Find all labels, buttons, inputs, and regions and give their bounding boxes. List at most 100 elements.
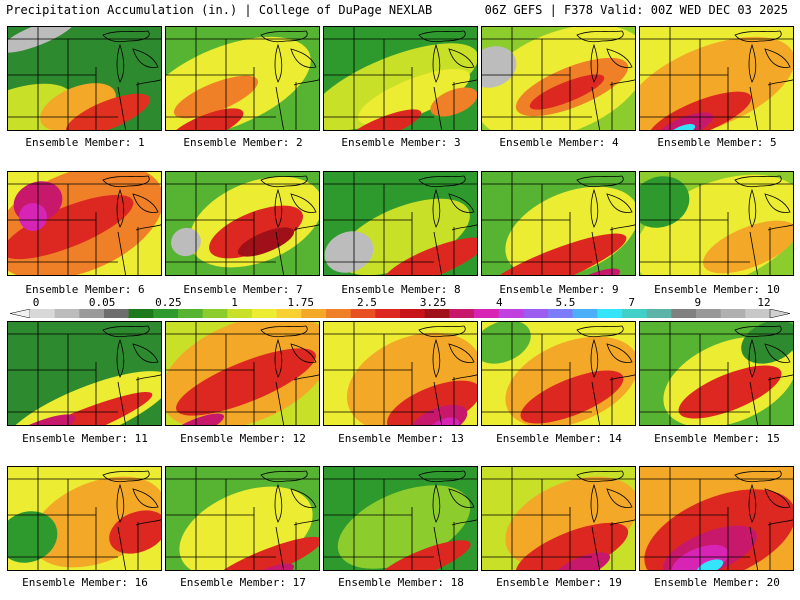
precip-map xyxy=(640,322,793,425)
precip-map xyxy=(324,467,477,570)
legend-swatch xyxy=(646,309,672,318)
ensemble-member-label: Ensemble Member: 3 xyxy=(341,136,461,149)
precip-band xyxy=(668,124,696,130)
ensemble-member-label: Ensemble Member: 11 xyxy=(22,432,148,445)
precip-map xyxy=(482,172,635,275)
great-lakes-outline xyxy=(102,325,161,381)
legend-tick-label: 7 xyxy=(628,296,635,309)
ensemble-member-label: Ensemble Member: 19 xyxy=(496,576,622,589)
ensemble-panel-1 xyxy=(7,26,162,131)
precip-band xyxy=(529,74,605,110)
ensemble-panel-10 xyxy=(639,171,794,276)
precip-band xyxy=(387,380,477,425)
precip-band xyxy=(357,69,471,125)
precip-map xyxy=(324,172,477,275)
great-lakes-outline xyxy=(576,175,635,231)
precip-band xyxy=(176,348,316,416)
precip-band xyxy=(237,227,295,257)
legend-swatch xyxy=(104,309,130,318)
state-borders xyxy=(640,322,793,425)
ensemble-panel-14 xyxy=(481,321,636,426)
precip-map xyxy=(324,322,477,425)
ensemble-panel-17 xyxy=(165,466,320,571)
state-borders xyxy=(324,467,477,570)
state-borders xyxy=(166,172,319,275)
state-borders xyxy=(482,27,635,130)
page-title: Precipitation Accumulation (in.) | Colle… xyxy=(6,3,433,17)
great-lakes-outline xyxy=(734,30,793,86)
precip-band xyxy=(377,540,471,570)
legend-swatch xyxy=(202,309,228,318)
ensemble-member-label: Ensemble Member: 8 xyxy=(341,283,461,296)
legend-swatch xyxy=(153,309,179,318)
state-borders xyxy=(640,467,793,570)
precip-band xyxy=(678,365,782,419)
precip-band xyxy=(171,227,201,257)
ensemble-panel-19 xyxy=(481,466,636,571)
great-lakes-outline xyxy=(102,175,161,231)
ensemble-panel-9 xyxy=(481,171,636,276)
precip-band xyxy=(640,36,793,130)
legend-swatch xyxy=(523,309,549,318)
legend-swatch xyxy=(572,309,598,318)
ensemble-panel-13 xyxy=(323,321,478,426)
legend-swatch xyxy=(375,309,401,318)
legend-tick-label: 0.05 xyxy=(88,296,116,309)
legend-swatch xyxy=(252,309,278,318)
precip-map xyxy=(482,27,635,130)
precip-band xyxy=(8,83,74,130)
precip-band xyxy=(640,176,690,228)
legend-swatch xyxy=(79,309,105,318)
ensemble-member-label: Ensemble Member: 5 xyxy=(657,136,777,149)
ensemble-panel-12 xyxy=(165,321,320,426)
precip-map xyxy=(166,27,319,130)
ensemble-panel-20 xyxy=(639,466,794,571)
legend-color-bar xyxy=(10,309,790,318)
precip-map xyxy=(8,467,161,570)
legend-swatch xyxy=(720,309,746,318)
state-borders xyxy=(640,27,793,130)
precip-map xyxy=(8,172,161,275)
precip-band xyxy=(8,511,58,563)
ensemble-panel-18 xyxy=(323,466,478,571)
precip-band xyxy=(65,93,151,130)
legend-tick-label: 1.75 xyxy=(287,296,314,309)
legend-swatch xyxy=(424,309,450,318)
ensemble-member-label: Ensemble Member: 18 xyxy=(338,576,464,589)
great-lakes-outline xyxy=(102,30,161,86)
precip-map xyxy=(324,27,477,130)
precip-band xyxy=(210,536,319,570)
precip-map xyxy=(166,172,319,275)
ensemble-member-label: Ensemble Member: 4 xyxy=(499,136,619,149)
precip-map xyxy=(482,322,635,425)
great-lakes-outline xyxy=(576,325,635,381)
ensemble-member-label: Ensemble Member: 9 xyxy=(499,283,619,296)
ensemble-member-label: Ensemble Member: 20 xyxy=(654,576,780,589)
precip-band xyxy=(553,552,611,570)
legend-swatch xyxy=(696,309,722,318)
legend-swatch xyxy=(227,309,253,318)
state-borders xyxy=(482,467,635,570)
ensemble-member-label: Ensemble Member: 14 xyxy=(496,432,622,445)
precip-band xyxy=(173,75,259,119)
legend-tick-label: 12 xyxy=(757,296,771,309)
precip-map xyxy=(482,467,635,570)
great-lakes-outline xyxy=(260,325,319,381)
ensemble-panel-6 xyxy=(7,171,162,276)
state-borders xyxy=(166,467,319,570)
great-lakes-outline xyxy=(576,470,635,526)
state-borders xyxy=(640,172,793,275)
ensemble-member-label: Ensemble Member: 13 xyxy=(338,432,464,445)
ensemble-panel-8 xyxy=(323,171,478,276)
run-info: 06Z GEFS | F378 Valid: 00Z WED DEC 03 20… xyxy=(484,3,788,17)
ensemble-member-label: Ensemble Member: 2 xyxy=(183,136,303,149)
ensemble-panel-15 xyxy=(639,321,794,426)
state-borders xyxy=(166,27,319,130)
state-borders xyxy=(324,27,477,130)
legend-swatch xyxy=(350,309,376,318)
ensemble-panel-11 xyxy=(7,321,162,426)
legend-tick-label: 9 xyxy=(694,296,702,309)
legend-swatch xyxy=(400,309,426,318)
legend-swatch xyxy=(30,309,56,318)
precip-band xyxy=(8,392,153,425)
